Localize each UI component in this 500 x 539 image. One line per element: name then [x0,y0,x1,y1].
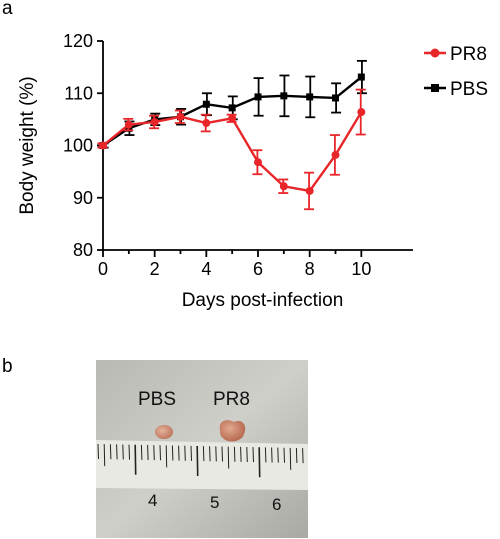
ruler-tick [109,444,112,460]
pr8-point-7 [279,182,288,191]
ruler-tick [252,447,254,463]
y-tick-label-110: 110 [64,83,93,103]
ruler-tick [233,446,236,462]
photo-label-pr8: PR8 [213,389,250,410]
panel-a-label: a [2,0,13,19]
ruler-tick [283,447,285,463]
ruler-tick [277,447,279,463]
pr8-point-0 [99,141,107,150]
x-tick-label-0: 0 [98,259,108,279]
ruler-tick [116,444,118,460]
ruler-tick [295,447,298,464]
pr8-point-8 [305,186,314,195]
ruler-tick [184,445,186,461]
legend-label-pr8: PR8 [450,44,487,65]
ruler-ticks [97,444,304,478]
x-tick-label-8: 8 [305,259,315,279]
pbs-lymph-node [155,425,173,439]
ruler-tick [140,444,143,460]
pbs-point-7 [280,92,288,100]
ruler-tick [258,447,261,478]
pbs-point-10 [357,73,365,81]
photo-svg: PBS PR8 4 5 6 [96,360,308,538]
ruler-tick [227,446,230,469]
panel-b-label: b [2,356,13,377]
pbs-point-5 [228,104,236,112]
ruler-tick [122,444,124,460]
body-weight-chart: 80 90 100 110 120 0 2 4 6 8 10 Days post-infection B… [17,31,488,311]
y-tick-label-120: 120 [63,31,93,51]
legend-marker-pbs [431,84,439,92]
ruler-tick [134,444,137,475]
y-tick-label-100: 100 [63,136,93,156]
ruler-tick [103,444,106,467]
pr8-series-line [102,111,363,193]
ruler-tick [209,446,211,462]
pbs-point-6 [254,93,262,101]
pr8-point-1 [124,120,133,129]
ruler-tick [215,446,217,462]
pbs-point-8 [306,93,314,101]
lymph-node-photo: PBS PR8 4 5 6 [96,360,308,538]
ruler-tick [128,444,130,460]
ruler-tick [302,448,304,464]
ruler-tick [159,445,161,461]
ruler-tick [202,446,205,462]
ruler-tick [289,447,292,470]
ruler-tick [178,445,180,461]
ruler-tick [147,445,149,461]
ruler-tick [165,445,168,468]
y-tick-label-80: 80 [73,240,93,260]
ruler-tick [221,446,223,462]
photo-label-pbs: PBS [138,389,176,410]
x-tick-label-2: 2 [150,259,160,279]
ruler-tick [240,446,242,462]
x-tick-label-6: 6 [253,259,263,279]
ruler [96,440,308,490]
ruler-tick [271,447,273,463]
pr8-point-3 [176,112,185,121]
ruler-tick [196,446,199,477]
legend-label-pbs: PBS [450,79,488,100]
x-tick-label-4: 4 [201,259,211,279]
x-axis-label: Days post-infection [182,290,344,311]
ruler-number-4: 4 [148,491,157,510]
pr8-point-5 [228,114,237,123]
ruler-tick [264,447,267,463]
pr8-point-6 [254,158,262,167]
pr8-point-9 [331,150,340,159]
pr8-point-4 [202,119,211,128]
ruler-tick [153,445,155,461]
ruler-tick [97,444,99,460]
ruler-number-6: 6 [272,495,281,514]
y-tick-label-90: 90 [73,188,93,208]
x-tick-label-10: 10 [351,259,371,279]
pbs-point-4 [202,100,210,108]
ruler-tick [190,445,192,461]
pr8-point-2 [150,117,159,126]
legend-marker-pr8 [430,48,440,58]
pr8-lymph-node [219,420,246,442]
ruler-number-5: 5 [210,493,219,512]
pbs-point-9 [332,94,339,102]
ruler-tick [171,445,174,461]
ruler-tick [246,446,248,463]
y-axis-label: Body weight (%) [17,76,38,214]
pr8-point-10 [357,108,366,117]
